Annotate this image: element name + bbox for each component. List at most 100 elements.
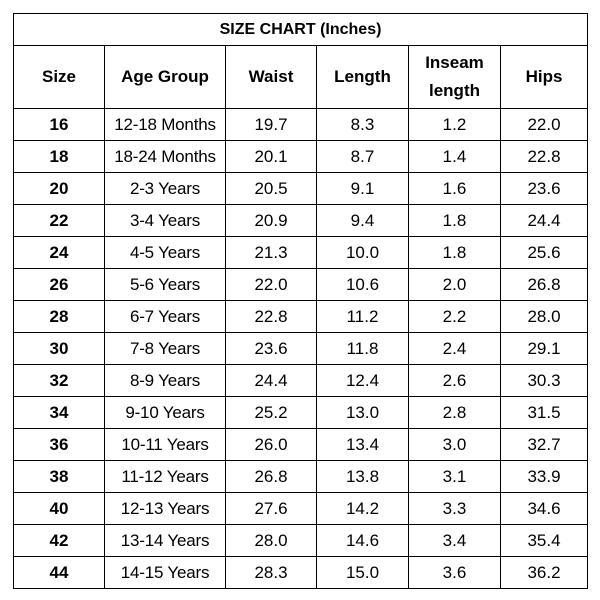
cell-age-group: 14-15 Years [104, 556, 226, 589]
header-inseam-length: Inseam length [408, 45, 501, 109]
cell-hips: 36.2 [499, 556, 589, 589]
cell-waist: 20.1 [225, 140, 317, 173]
cell-inseam-length: 1.8 [408, 204, 501, 237]
cell-inseam-length: 3.4 [408, 524, 501, 557]
header-size: Size [13, 45, 105, 109]
cell-age-group: 6-7 Years [104, 300, 226, 333]
cell-hips: 23.6 [499, 172, 589, 205]
cell-age-group: 11-12 Years [104, 460, 226, 493]
cell-age-group: 9-10 Years [104, 396, 226, 429]
cell-inseam-length: 2.6 [408, 364, 501, 397]
cell-age-group: 18-24 Months [104, 140, 226, 173]
cell-age-group: 5-6 Years [104, 268, 226, 301]
cell-waist: 25.2 [225, 396, 317, 429]
cell-hips: 32.7 [499, 428, 589, 461]
table-row: 40 12-13 Years 27.6 14.2 3.3 34.6 [13, 492, 589, 525]
cell-length: 13.0 [316, 396, 409, 429]
cell-waist: 28.3 [225, 556, 317, 589]
cell-hips: 26.8 [499, 268, 589, 301]
cell-age-group: 13-14 Years [104, 524, 226, 557]
cell-size: 22 [13, 204, 105, 237]
cell-size: 36 [13, 428, 105, 461]
cell-age-group: 2-3 Years [104, 172, 226, 205]
cell-age-group: 12-18 Months [104, 108, 226, 141]
cell-size: 24 [13, 236, 105, 269]
cell-waist: 19.7 [225, 108, 317, 141]
table-row: 34 9-10 Years 25.2 13.0 2.8 31.5 [13, 396, 589, 429]
cell-waist: 28.0 [225, 524, 317, 557]
cell-length: 11.2 [316, 300, 409, 333]
cell-age-group: 4-5 Years [104, 236, 226, 269]
table-row: 36 10-11 Years 26.0 13.4 3.0 32.7 [13, 428, 589, 461]
cell-length: 12.4 [316, 364, 409, 397]
cell-size: 20 [13, 172, 105, 205]
cell-size: 18 [13, 140, 105, 173]
table-row: 42 13-14 Years 28.0 14.6 3.4 35.4 [13, 524, 589, 557]
chart-title: SIZE CHART (Inches) [12, 13, 589, 46]
size-rows: 16 12-18 Months 19.7 8.3 1.2 22.0 18 18-24 Mont… [13, 108, 589, 589]
cell-length: 10.6 [316, 268, 409, 301]
cell-inseam-length: 3.1 [408, 460, 501, 493]
header-waist: Waist [225, 45, 317, 109]
cell-hips: 31.5 [499, 396, 589, 429]
table-row: 30 7-8 Years 23.6 11.8 2.4 29.1 [13, 332, 589, 365]
cell-length: 14.6 [316, 524, 409, 557]
cell-waist: 20.9 [225, 204, 317, 237]
cell-length: 9.1 [316, 172, 409, 205]
cell-length: 14.2 [316, 492, 409, 525]
cell-hips: 34.6 [499, 492, 589, 525]
cell-length: 9.4 [316, 204, 409, 237]
cell-inseam-length: 3.0 [408, 428, 501, 461]
cell-size: 16 [13, 108, 105, 141]
header-inseam-line2: length [429, 81, 480, 100]
cell-age-group: 12-13 Years [104, 492, 226, 525]
cell-hips: 25.6 [499, 236, 589, 269]
cell-size: 30 [13, 332, 105, 365]
cell-hips: 22.8 [499, 140, 589, 173]
cell-size: 34 [13, 396, 105, 429]
cell-hips: 30.3 [499, 364, 589, 397]
table-row: 20 2-3 Years 20.5 9.1 1.6 23.6 [13, 172, 589, 205]
table-row: 32 8-9 Years 24.4 12.4 2.6 30.3 [13, 364, 589, 397]
cell-waist: 22.8 [225, 300, 317, 333]
header-hips: Hips [499, 45, 589, 109]
header-inseam-line1: Inseam [425, 53, 484, 72]
cell-waist: 26.8 [225, 460, 317, 493]
cell-age-group: 3-4 Years [104, 204, 226, 237]
table-row: 28 6-7 Years 22.8 11.2 2.2 28.0 [13, 300, 589, 333]
cell-waist: 27.6 [225, 492, 317, 525]
cell-inseam-length: 1.2 [408, 108, 501, 141]
cell-size: 44 [13, 556, 105, 589]
cell-size: 40 [13, 492, 105, 525]
cell-inseam-length: 1.8 [408, 236, 501, 269]
cell-hips: 29.1 [499, 332, 589, 365]
cell-size: 42 [13, 524, 105, 557]
table-row: 26 5-6 Years 22.0 10.6 2.0 26.8 [13, 268, 589, 301]
cell-waist: 24.4 [225, 364, 317, 397]
header-length: Length [316, 45, 409, 109]
cell-inseam-length: 1.6 [408, 172, 501, 205]
table-row: 44 14-15 Years 28.3 15.0 3.6 36.2 [13, 556, 589, 589]
cell-waist: 26.0 [225, 428, 317, 461]
cell-inseam-length: 3.3 [408, 492, 501, 525]
cell-hips: 33.9 [499, 460, 589, 493]
cell-length: 8.3 [316, 108, 409, 141]
size-chart-table: SIZE CHART (Inches) Size Age Group Waist… [12, 13, 589, 589]
cell-inseam-length: 2.2 [408, 300, 501, 333]
cell-age-group: 10-11 Years [104, 428, 226, 461]
cell-waist: 21.3 [225, 236, 317, 269]
cell-length: 15.0 [316, 556, 409, 589]
table-row: 22 3-4 Years 20.9 9.4 1.8 24.4 [13, 204, 589, 237]
cell-age-group: 8-9 Years [104, 364, 226, 397]
cell-waist: 22.0 [225, 268, 317, 301]
table-row: 38 11-12 Years 26.8 13.8 3.1 33.9 [13, 460, 589, 493]
table-row: 24 4-5 Years 21.3 10.0 1.8 25.6 [13, 236, 589, 269]
cell-size: 38 [13, 460, 105, 493]
cell-hips: 24.4 [499, 204, 589, 237]
table-row: 16 12-18 Months 19.7 8.3 1.2 22.0 [13, 108, 589, 141]
cell-hips: 22.0 [499, 108, 589, 141]
cell-length: 13.8 [316, 460, 409, 493]
cell-inseam-length: 2.4 [408, 332, 501, 365]
cell-inseam-length: 2.0 [408, 268, 501, 301]
cell-hips: 28.0 [499, 300, 589, 333]
